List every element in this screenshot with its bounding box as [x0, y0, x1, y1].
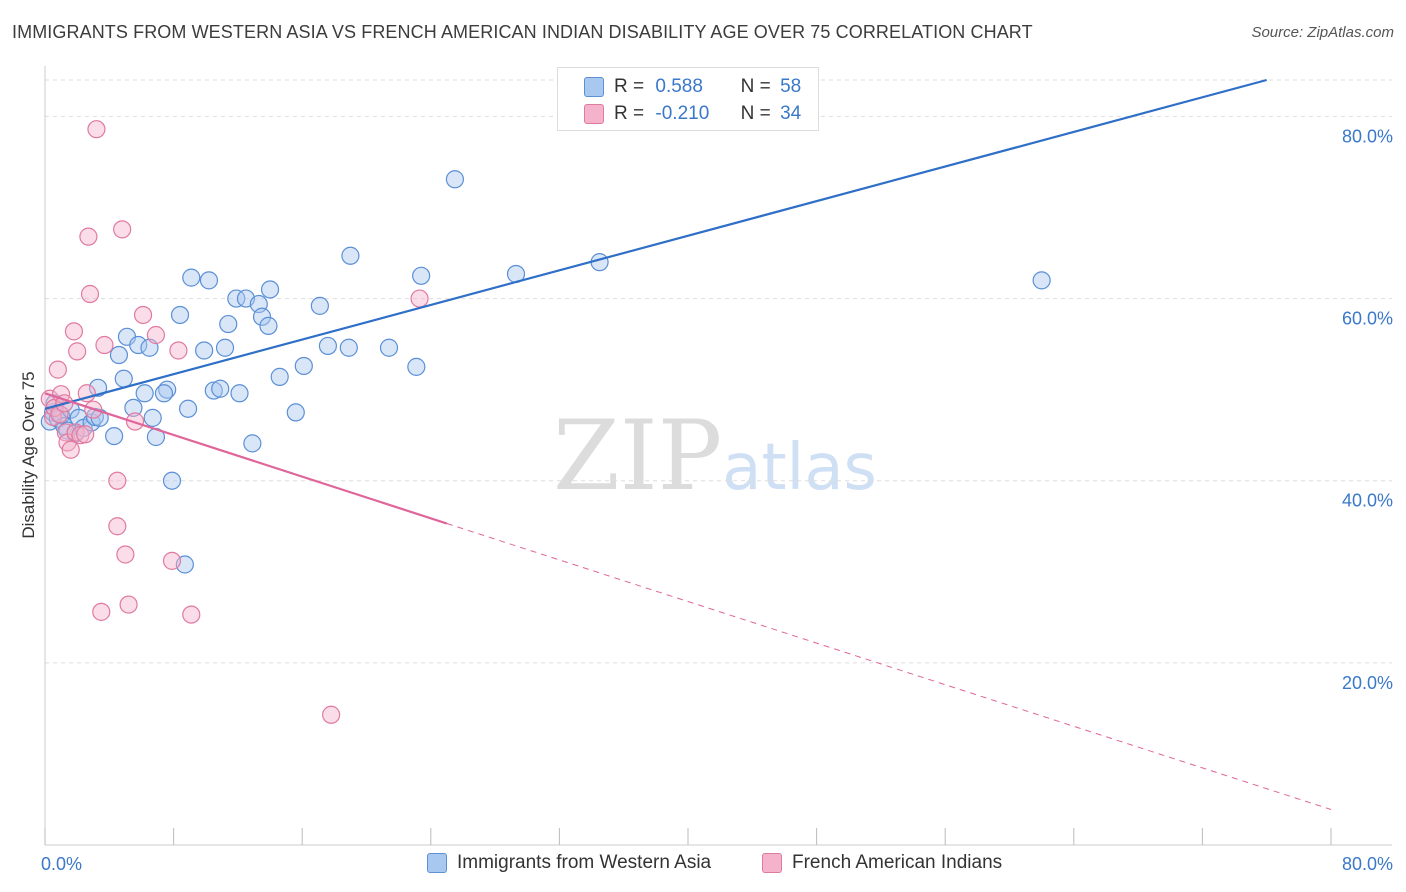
point-western-asia — [243, 434, 262, 453]
point-western-asia — [318, 336, 338, 356]
point-western-asia — [412, 266, 431, 285]
point-western-asia — [88, 378, 108, 397]
point-western-asia — [270, 367, 289, 386]
trend-line-french-american-indians-dashed — [446, 523, 1332, 810]
point-french-american-indians — [108, 471, 127, 490]
point-french-american-indians — [92, 602, 111, 621]
point-french-american-indians — [61, 440, 80, 459]
point-french-american-indians — [108, 517, 127, 536]
point-western-asia — [162, 471, 182, 490]
y-tick-label: 40.0% — [1342, 491, 1393, 511]
point-western-asia — [259, 316, 278, 335]
bottom-legend-label-blue: Immigrants from Western Asia — [457, 852, 712, 873]
legend-text-pink: R = -0.210 N = 34 — [614, 103, 801, 125]
legend-text-blue: R = 0.588 N = 58 — [614, 76, 801, 98]
point-french-american-indians — [116, 545, 135, 564]
watermark: ZIPatlas — [553, 400, 877, 512]
trend-lines — [44, 78, 1332, 810]
point-western-asia — [215, 338, 235, 357]
point-western-asia — [114, 369, 133, 388]
trend-line-western-asia — [44, 78, 1267, 410]
watermark-atlas: atlas — [722, 431, 877, 505]
point-western-asia — [211, 379, 230, 398]
x-tick-label: 0.0% — [41, 854, 82, 874]
point-western-asia — [170, 305, 190, 325]
bottom-legend-label-pink: French American Indians — [792, 852, 1003, 873]
point-western-asia — [252, 307, 272, 326]
point-french-american-indians — [169, 341, 188, 360]
point-western-asia — [227, 289, 246, 308]
source-label: Source: ZipAtlas.com — [1251, 24, 1394, 41]
y-axis-label: Disability Age Over 75 — [19, 371, 38, 538]
grid-lines — [45, 79, 1392, 664]
point-western-asia — [204, 381, 223, 400]
point-french-american-indians — [322, 705, 341, 724]
point-western-asia — [230, 384, 249, 403]
point-western-asia — [407, 357, 426, 376]
point-french-american-indians — [95, 335, 114, 355]
point-french-american-indians — [48, 360, 67, 379]
watermark-zip: ZIP — [553, 400, 723, 512]
legend-n-label: N = — [740, 103, 771, 124]
point-french-american-indians — [76, 425, 95, 444]
legend-swatch-pink — [584, 104, 604, 124]
point-french-american-indians — [87, 120, 106, 139]
series-french-american-indians — [40, 120, 429, 724]
point-french-american-indians — [133, 305, 153, 325]
point-french-american-indians — [79, 227, 98, 246]
point-western-asia — [1032, 271, 1051, 290]
legend-r-value: -0.210 — [655, 103, 710, 124]
point-western-asia — [445, 170, 465, 189]
point-western-asia — [195, 341, 214, 360]
point-western-asia — [124, 398, 143, 417]
point-western-asia — [154, 384, 174, 403]
point-western-asia — [129, 335, 148, 355]
point-french-american-indians — [68, 342, 87, 361]
legend-n-value: 58 — [780, 76, 802, 97]
point-western-asia — [379, 338, 399, 357]
point-western-asia — [286, 403, 305, 422]
point-western-asia — [341, 246, 360, 265]
point-western-asia — [310, 296, 329, 315]
y-tick-label: 80.0% — [1342, 126, 1393, 146]
legend-r-value: 0.588 — [655, 76, 703, 97]
point-french-american-indians — [113, 220, 132, 239]
point-french-american-indians — [410, 289, 429, 308]
bottom-legend-swatch-blue — [427, 853, 447, 873]
point-western-asia — [135, 384, 154, 403]
legend-n-label: N = — [740, 76, 771, 97]
trend-line-french-american-indians — [44, 392, 448, 525]
point-western-asia — [260, 280, 280, 299]
bottom-legend-swatch-pink — [762, 853, 782, 873]
point-french-american-indians — [64, 322, 84, 341]
point-western-asia — [105, 426, 124, 446]
legend-r-label: R = — [614, 103, 645, 124]
legend-n-value: 34 — [780, 103, 802, 124]
point-french-american-indians — [80, 284, 100, 304]
point-french-american-indians — [146, 325, 166, 345]
point-french-american-indians — [119, 595, 138, 614]
axes — [44, 66, 1392, 846]
legend-swatch-blue — [584, 77, 604, 97]
point-western-asia — [182, 268, 201, 287]
y-tick-label: 20.0% — [1342, 673, 1393, 693]
chart-title: IMMIGRANTS FROM WESTERN ASIA VS FRENCH A… — [12, 22, 1033, 42]
point-french-american-indians — [162, 551, 182, 570]
point-western-asia — [294, 356, 313, 376]
tick-labels: 20.0% 40.0% 60.0% 80.0% 0.0% 80.0% — [41, 126, 1393, 874]
legend: R = 0.588 N = 58 R = -0.210 N = 34 — [557, 67, 819, 131]
point-western-asia — [199, 271, 219, 290]
point-western-asia — [219, 314, 238, 334]
legend-r-label: R = — [614, 76, 645, 97]
point-western-asia — [178, 399, 198, 418]
point-western-asia — [143, 408, 162, 427]
series-western-asia — [40, 170, 1051, 574]
point-western-asia — [109, 345, 129, 365]
y-tick-label: 60.0% — [1342, 309, 1393, 329]
point-french-american-indians — [182, 605, 201, 624]
point-western-asia — [339, 338, 358, 357]
x-tick-label: 80.0% — [1342, 854, 1393, 874]
